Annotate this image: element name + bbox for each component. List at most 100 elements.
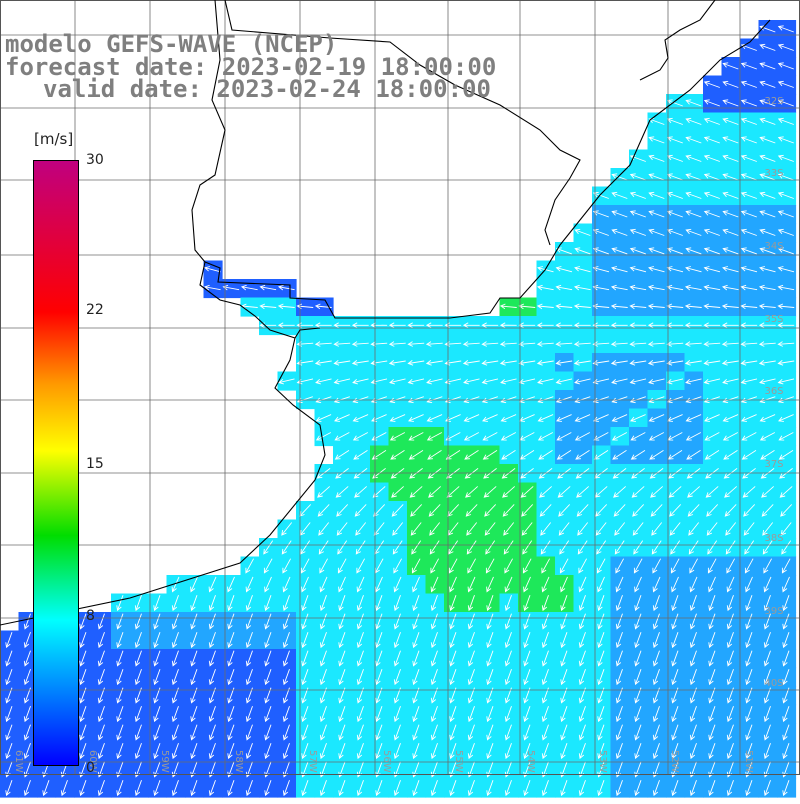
wind-arrow (97, 724, 105, 741)
wind-arrow (393, 706, 401, 723)
wind-arrow (577, 522, 589, 536)
wind-arrow (615, 743, 623, 760)
wind-arrow (556, 450, 572, 460)
wind-arrow (153, 724, 161, 741)
wind-arrow (407, 341, 425, 347)
wind-arrow (762, 540, 773, 555)
wind-arrow (689, 558, 698, 574)
wind-arrow (652, 724, 660, 741)
wind-arrow (634, 669, 642, 686)
wind-arrow (685, 396, 702, 404)
wind-arrow (615, 724, 623, 741)
wind-arrow (428, 504, 441, 517)
wind-arrow (597, 780, 605, 797)
wind-arrow (611, 210, 628, 218)
wind-arrow (375, 632, 383, 649)
wind-arrow (356, 595, 364, 612)
wind-arrow (592, 360, 610, 366)
wind-arrow (745, 706, 753, 723)
wind-arrow (208, 706, 216, 723)
wind-arrow (592, 191, 609, 199)
wind-arrow (670, 558, 680, 574)
wind-arrow (782, 780, 790, 797)
wind-arrow (282, 669, 290, 686)
wind-arrow (79, 632, 87, 649)
wind-arrow (354, 486, 368, 498)
wind-arrow (629, 284, 647, 291)
wind-arrow (370, 322, 388, 328)
wind-arrow (536, 284, 554, 291)
wind-arrow (740, 396, 757, 404)
wind-arrow (610, 303, 628, 310)
wind-arrow (575, 450, 590, 460)
wind-arrow (611, 266, 628, 273)
wind-arrow (448, 558, 458, 574)
wind-arrow (777, 341, 795, 347)
wind-arrow (338, 724, 346, 741)
wind-arrow (703, 99, 720, 107)
wind-arrow (134, 724, 142, 741)
wind-arrow (597, 613, 605, 630)
wind-arrow (208, 613, 216, 630)
wind-arrow (190, 743, 198, 760)
wind-arrow (573, 322, 591, 328)
wind-arrow (781, 540, 792, 555)
wind-arrow (629, 322, 647, 328)
wind-arrow (430, 595, 438, 612)
wind-arrow (652, 669, 660, 686)
wind-arrow (538, 450, 553, 460)
wind-arrow (593, 432, 609, 441)
wind-arrow (171, 613, 179, 630)
wind-arrow (613, 504, 626, 517)
latitude-label: 32S (764, 96, 783, 107)
wind-arrow (467, 743, 475, 760)
wind-arrow (5, 724, 13, 741)
wind-arrow (408, 414, 424, 422)
wind-arrow (722, 378, 739, 385)
valid-date: valid date: 2023-02-24 18:00:00 (43, 75, 491, 103)
wind-arrow (79, 650, 87, 667)
wind-arrow (282, 650, 290, 667)
wind-arrow (79, 724, 87, 741)
longitude-labels: 61W 60W 59W 58W 57W 56W 55W 54W 53W 52W 51W (13, 750, 754, 773)
wind-arrow (518, 303, 536, 310)
coastline-segment (639, 0, 716, 81)
wind-arrow (555, 378, 573, 385)
wind-arrow (671, 576, 679, 593)
wind-arrow (648, 266, 665, 273)
wind-arrow (703, 360, 721, 366)
wind-arrow (740, 303, 758, 310)
wind-arrow (208, 780, 216, 797)
longitude-label: 60W (87, 750, 98, 773)
wind-arrow (703, 228, 720, 236)
wind-arrow (301, 632, 309, 649)
wind-arrow (536, 322, 554, 328)
wind-arrow (555, 341, 573, 347)
wind-arrow (504, 576, 513, 593)
wind-arrow (612, 450, 627, 460)
wind-arrow (481, 378, 499, 385)
wind-arrow (410, 522, 422, 536)
wind-arrow (240, 284, 258, 291)
wind-arrow (703, 266, 721, 273)
wind-arrow (652, 780, 660, 797)
wind-arrow (245, 650, 253, 667)
wind-arrow (393, 724, 401, 741)
wind-arrow (134, 706, 142, 723)
wind-arrow (578, 576, 587, 593)
wind-arrow (610, 284, 628, 291)
wind-arrow (227, 576, 235, 593)
wind-arrow (759, 136, 776, 144)
wind-arrow (319, 650, 327, 667)
wind-arrow (726, 576, 735, 593)
wind-arrow (745, 650, 753, 667)
wind-arrow (592, 247, 609, 255)
wind-arrow (574, 266, 591, 273)
wind-arrow (708, 576, 716, 593)
wind-arrow (578, 724, 586, 741)
wind-arrow (334, 432, 350, 441)
wind-arrow (541, 706, 549, 723)
wind-arrow (227, 595, 235, 612)
wind-arrow (708, 595, 716, 612)
wind-arrow (648, 414, 665, 422)
